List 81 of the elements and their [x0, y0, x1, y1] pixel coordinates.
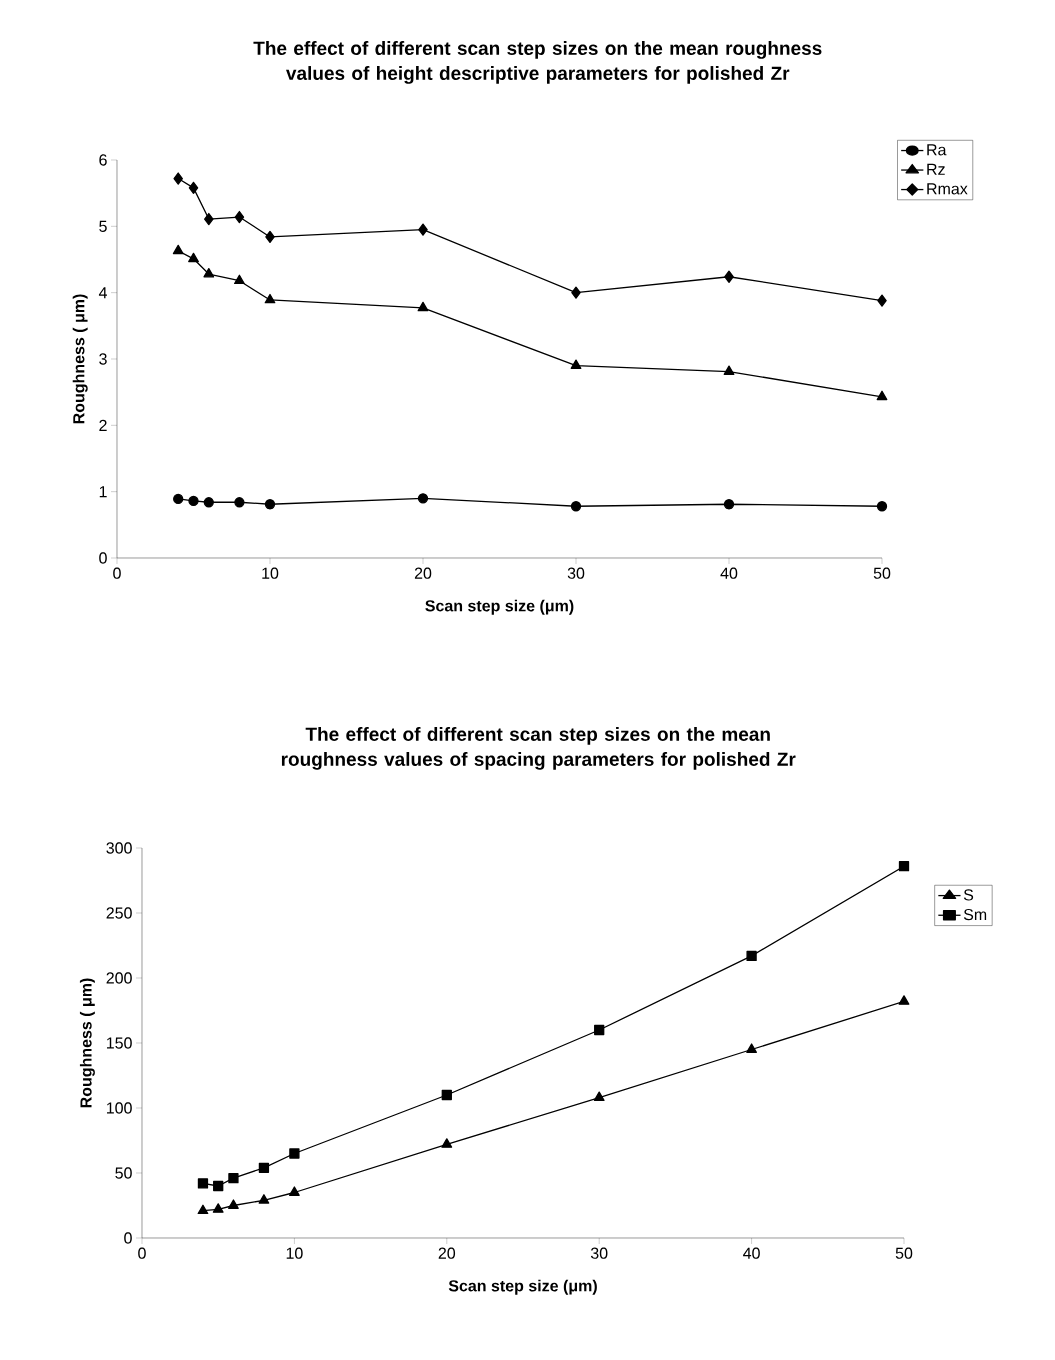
point [441, 1089, 452, 1101]
point [746, 1043, 758, 1053]
point [197, 1178, 209, 1189]
point [188, 252, 199, 263]
x-tick-label: 40 [743, 1247, 760, 1259]
legend-label: Rmax [927, 183, 968, 195]
point [571, 286, 581, 299]
point [233, 274, 245, 285]
x-tick-label: 50 [895, 1247, 913, 1259]
point [417, 493, 429, 504]
point [877, 294, 887, 307]
point [570, 501, 582, 512]
point [203, 497, 214, 508]
x-tick-label: 50 [873, 567, 891, 579]
y-tick-label: 100 [106, 1102, 132, 1114]
point [289, 1148, 300, 1159]
point [265, 230, 275, 244]
point [724, 270, 734, 283]
y-tick-label: 0 [124, 1232, 132, 1244]
point [213, 1180, 224, 1192]
point [418, 223, 428, 236]
point [173, 493, 184, 505]
y-tick-label: 150 [106, 1037, 132, 1049]
legend-label: Ra [927, 144, 947, 156]
y-tick-label: 5 [99, 220, 107, 232]
point [417, 301, 429, 312]
x-axis-title: Scan step size (μm) [448, 1279, 597, 1295]
y-tick-label: 250 [106, 907, 132, 919]
point [258, 1194, 270, 1204]
x-tick-label: 40 [720, 567, 738, 579]
y-tick-label: 300 [106, 842, 132, 854]
x-tick-label: 30 [590, 1247, 608, 1259]
point [264, 499, 276, 510]
point [593, 1091, 605, 1101]
y-tick-label: 0 [99, 552, 107, 564]
y-tick-label: 200 [106, 972, 132, 984]
point [228, 1173, 239, 1184]
chart-title: The effect of different scan step sizes on the mean roughness values of spacing parameters for polished Zr [281, 727, 796, 770]
point [570, 359, 582, 370]
x-tick-label: 30 [567, 567, 585, 579]
legend-label: Rz [927, 163, 945, 175]
y-axis-title: Roughness ( μm) [79, 978, 95, 1108]
point [876, 501, 888, 512]
x-tick-label: 20 [414, 567, 432, 579]
point [898, 861, 910, 872]
legend-label: S [963, 889, 974, 901]
point [188, 495, 199, 507]
point [723, 365, 735, 375]
point [876, 390, 888, 401]
x-tick-label: 10 [262, 567, 279, 579]
point [203, 267, 215, 278]
point [441, 1138, 453, 1148]
point [197, 1204, 209, 1215]
x-tick-label: 10 [286, 1247, 303, 1259]
y-tick-label: 50 [115, 1167, 132, 1179]
point [898, 995, 910, 1005]
x-axis-title: Scan step size (μm) [425, 599, 574, 615]
point [172, 244, 184, 255]
point [288, 1186, 300, 1196]
y-tick-label: 3 [99, 353, 107, 365]
legend-label: Sm [963, 908, 987, 921]
point [258, 1162, 270, 1173]
point [234, 497, 245, 508]
point [173, 172, 183, 185]
y-tick-label: 2 [99, 419, 107, 431]
point [228, 1199, 239, 1209]
y-tick-label: 1 [99, 486, 107, 498]
point [212, 1203, 224, 1213]
y-tick-label: 6 [99, 154, 107, 166]
y-tick-label: 4 [98, 287, 107, 299]
point [594, 1024, 605, 1036]
chart-title: The effect of different scan step sizes on the mean roughness values of height descriptive parameters for polished Zr [253, 41, 822, 84]
point [234, 210, 245, 224]
point [264, 293, 276, 304]
point [723, 499, 735, 510]
point [188, 181, 199, 194]
x-tick-label: 20 [438, 1247, 456, 1259]
x-tick-label: 0 [138, 1247, 146, 1259]
point [204, 212, 214, 226]
point [746, 950, 757, 962]
y-axis-title: Roughness ( μm) [72, 294, 88, 424]
